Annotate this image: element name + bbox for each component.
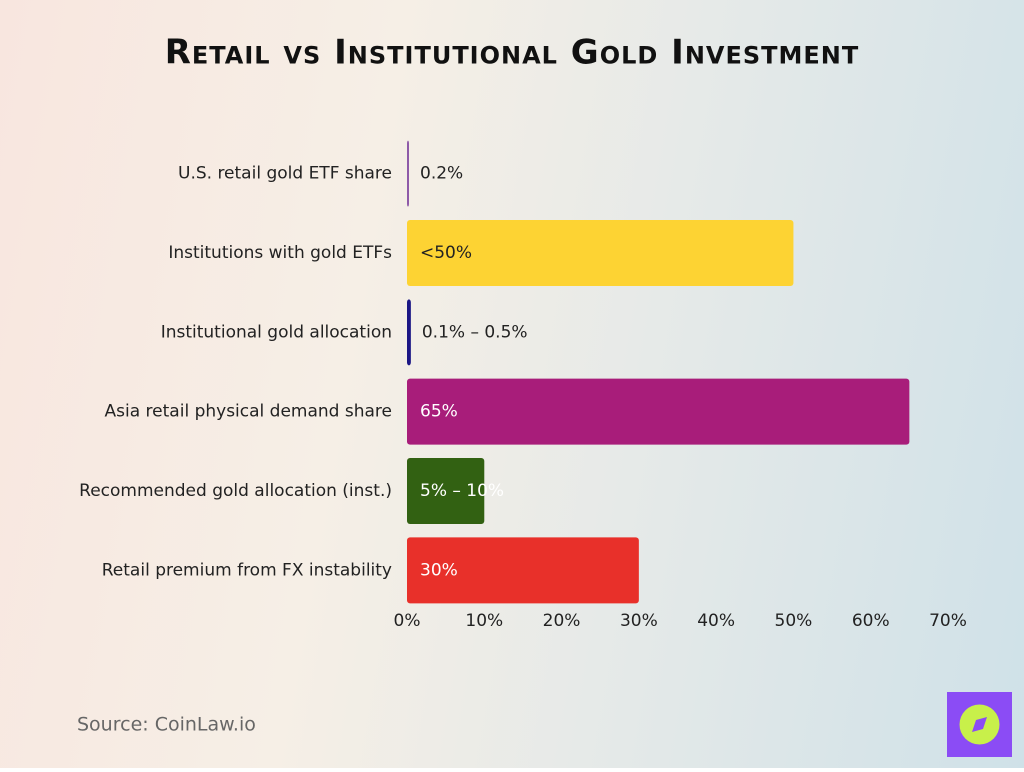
x-tick-label: 20%: [543, 611, 581, 631]
bar: [407, 220, 794, 286]
y-tick-label: Recommended gold allocation (inst.): [79, 481, 392, 501]
logo: [947, 692, 1012, 757]
x-tick-label: 30%: [620, 611, 658, 631]
value-label: <50%: [420, 243, 472, 263]
bar: [407, 378, 910, 445]
y-tick-label: Institutional gold allocation: [161, 322, 392, 342]
x-tick-label: 0%: [394, 611, 421, 631]
chart-title: Retail vs Institutional Gold Investment: [165, 33, 860, 73]
x-tick-label: 50%: [775, 611, 813, 631]
x-tick-label: 10%: [465, 611, 503, 631]
x-tick-label: 70%: [929, 611, 967, 631]
value-label: 30%: [420, 560, 458, 580]
value-label: 5% – 10%: [420, 481, 504, 501]
bar: [407, 458, 485, 524]
y-tick-label: Asia retail physical demand share: [105, 402, 392, 422]
x-tick-label: 60%: [852, 611, 890, 631]
value-label: 0.1% – 0.5%: [422, 322, 528, 342]
bar: [407, 537, 639, 604]
value-label: 0.2%: [420, 164, 463, 184]
value-label: 65%: [420, 402, 458, 422]
y-tick-label: Institutions with gold ETFs: [168, 243, 392, 263]
x-tick-label: 40%: [697, 611, 735, 631]
bar: [407, 299, 411, 366]
y-tick-label: U.S. retail gold ETF share: [178, 164, 392, 184]
y-tick-label: Retail premium from FX instability: [102, 560, 392, 580]
source: Source: CoinLaw.io: [77, 714, 256, 736]
bar: [407, 140, 409, 207]
